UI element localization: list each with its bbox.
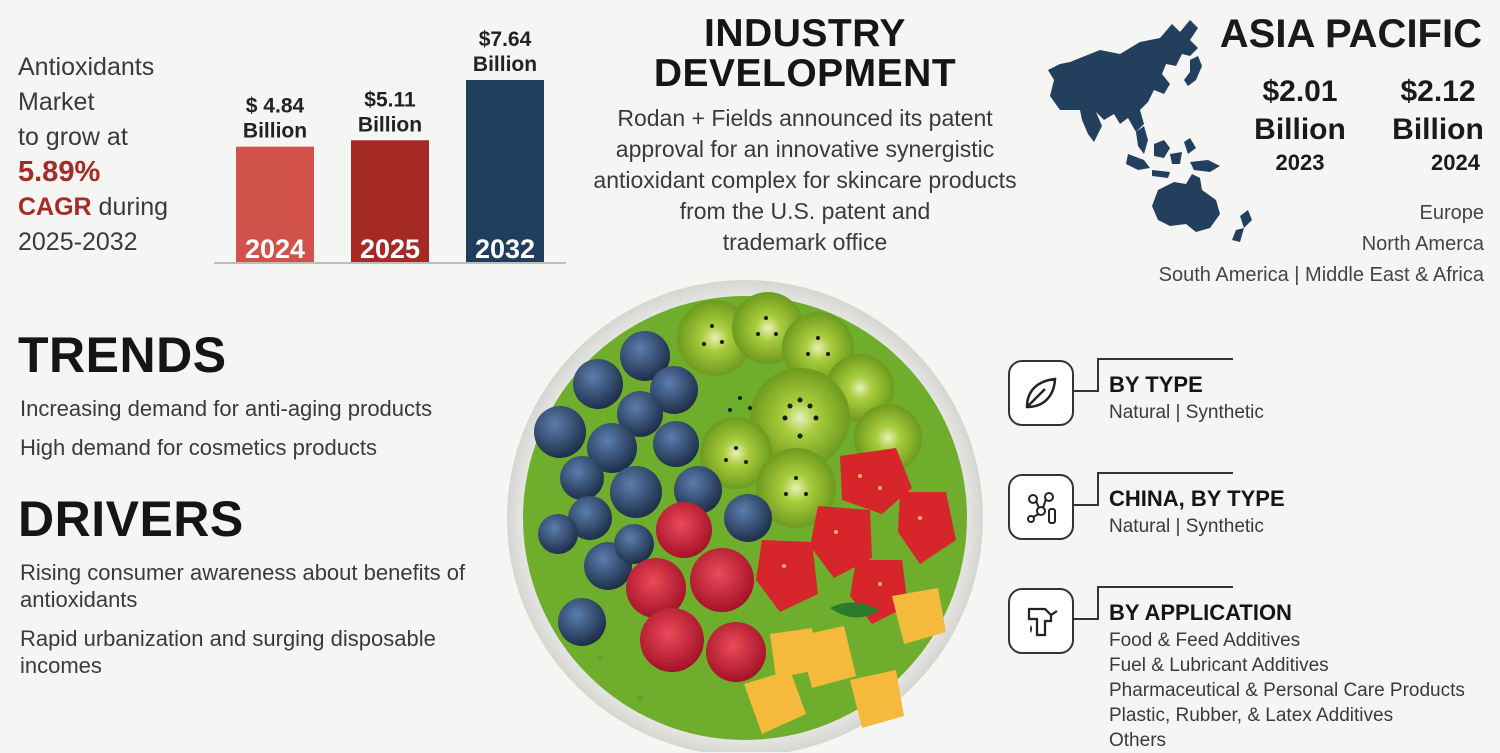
trends-title: TRENDS bbox=[18, 327, 227, 383]
fuel-nozzle-icon bbox=[1008, 588, 1074, 654]
bar-value-label: $5.11 bbox=[364, 88, 416, 111]
region-value-2024: $2.12 Billion 2024 bbox=[1382, 73, 1494, 177]
molecule-icon bbox=[1008, 474, 1074, 540]
industry-title: INDUSTRY DEVELOPMENT bbox=[605, 14, 1005, 94]
segment-connector bbox=[1097, 586, 1233, 588]
region-europe: Europe bbox=[1419, 202, 1485, 224]
region-year: 2024 bbox=[1431, 150, 1480, 175]
region-others: South America | Middle East & Africa bbox=[1158, 264, 1484, 286]
leaf-icon bbox=[1008, 360, 1074, 426]
segment-connector bbox=[1097, 472, 1099, 506]
driver-item: Rapid urbanization and surging disposabl… bbox=[20, 626, 436, 678]
cagr-line-1: Antioxidants bbox=[18, 53, 155, 81]
segment-item: Food & Feed Additives bbox=[1109, 630, 1301, 651]
trend-item: Increasing demand for anti-aging product… bbox=[20, 396, 433, 421]
cagr-line-3: to grow at bbox=[18, 123, 128, 151]
segment-item: Pharmaceutical & Personal Care Products bbox=[1109, 680, 1465, 701]
segment-connector bbox=[1097, 358, 1233, 360]
bar-year-label: 2025 bbox=[360, 234, 420, 264]
cagr-label: CAGR bbox=[18, 193, 92, 221]
industry-line: trademark office bbox=[722, 229, 888, 255]
cagr-line-2: Market bbox=[18, 88, 95, 116]
segment-title: CHINA, BY TYPE bbox=[1109, 486, 1285, 511]
segment-connector bbox=[1072, 390, 1098, 392]
bar-unit-label: Billion bbox=[473, 53, 537, 76]
asia-pacific-map-icon bbox=[1048, 20, 1252, 242]
industry-title-line-2: DEVELOPMENT bbox=[653, 52, 957, 95]
bar-value-label: $7.64 bbox=[479, 28, 532, 51]
segment-item: Natural | Synthetic bbox=[1109, 516, 1264, 537]
industry-description: Rodan + Fields announced its patent appr… bbox=[560, 103, 1050, 258]
segment-title: BY APPLICATION bbox=[1109, 600, 1292, 625]
industry-line: antioxidant complex for skincare product… bbox=[593, 167, 1017, 193]
region-title: ASIA PACIFIC bbox=[1219, 12, 1482, 56]
bar-year-label: 2024 bbox=[245, 234, 305, 264]
region-year: 2023 bbox=[1275, 150, 1325, 175]
bar-2024 bbox=[236, 146, 314, 262]
region-unit: Billion bbox=[1254, 113, 1346, 146]
bar-year-label: 2032 bbox=[475, 234, 535, 264]
bar-unit-label: Billion bbox=[243, 120, 307, 143]
bar-unit-label: Billion bbox=[358, 113, 422, 136]
cagr-during: during bbox=[91, 193, 169, 221]
cagr-period: 2025-2032 bbox=[18, 228, 138, 256]
trend-item: High demand for cosmetics products bbox=[20, 435, 378, 460]
bar-2032 bbox=[466, 80, 544, 262]
segment-connector bbox=[1097, 586, 1099, 620]
bar-2025 bbox=[351, 140, 429, 262]
segment-item: Plastic, Rubber, & Latex Additives bbox=[1109, 705, 1394, 726]
industry-line: Rodan + Fields announced its patent bbox=[617, 105, 993, 131]
industry-title-line-1: INDUSTRY bbox=[704, 12, 906, 55]
segment-connector bbox=[1072, 504, 1098, 506]
market-bar-chart: 2024$ 4.84Billion2025$5.11Billion2032$7.… bbox=[214, 28, 566, 264]
region-unit: Billion bbox=[1392, 113, 1484, 146]
segment-connector bbox=[1097, 472, 1233, 474]
region-north-america: North Amerca bbox=[1361, 233, 1484, 255]
segment-title: BY TYPE bbox=[1109, 372, 1203, 397]
cagr-summary: Antioxidants Market to grow at 5.89% CAG… bbox=[18, 50, 208, 260]
segment-item: Natural | Synthetic bbox=[1109, 402, 1264, 423]
region-value-2023: $2.01 Billion 2023 bbox=[1248, 73, 1352, 177]
industry-line: from the U.S. patent and bbox=[679, 198, 931, 224]
region-amount: $2.01 bbox=[1262, 75, 1338, 108]
bar-value-label: $ 4.84 bbox=[246, 95, 305, 118]
segment-connector bbox=[1072, 618, 1098, 620]
segment-item-list: Food & Feed Additives Fuel & Lubricant A… bbox=[1109, 628, 1499, 753]
segment-connector bbox=[1097, 358, 1099, 392]
cagr-rate: 5.89% bbox=[18, 156, 101, 188]
segment-item: Fuel & Lubricant Additives bbox=[1109, 655, 1329, 676]
drivers-title: DRIVERS bbox=[18, 491, 244, 547]
driver-item: Rising consumer awareness about benefits… bbox=[20, 560, 466, 612]
region-amount: $2.12 bbox=[1400, 75, 1476, 108]
segment-item: Others bbox=[1109, 730, 1167, 751]
cagr-during-line: CAGR during bbox=[18, 190, 208, 225]
fruit-bowl-image bbox=[507, 280, 983, 752]
industry-line: approval for an innovative synergistic bbox=[615, 136, 995, 162]
